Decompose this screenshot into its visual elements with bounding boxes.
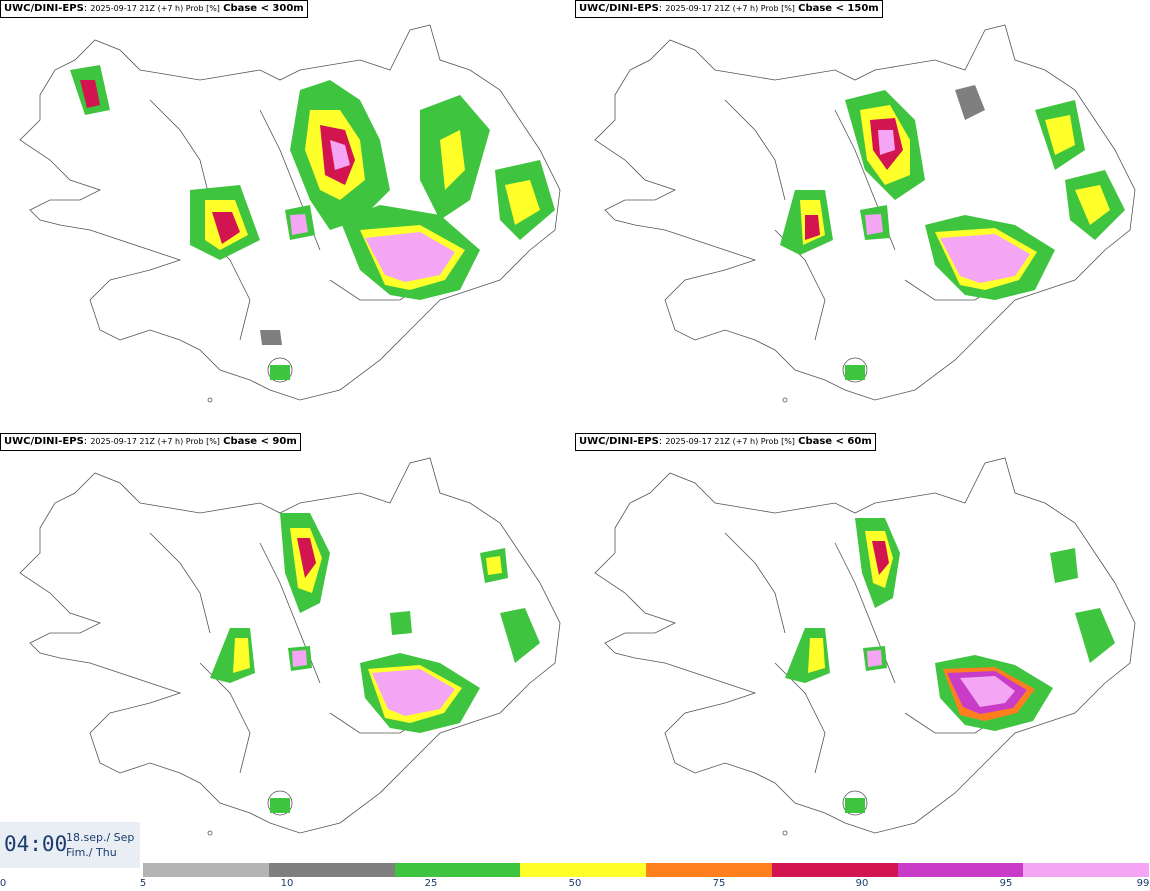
colorbar-tick-label: 5	[139, 878, 147, 889]
panel-title: UWC/DINI-EPS: 2025-09-17 21Z (+7 h) Prob…	[0, 0, 308, 18]
colorbar-segment	[1023, 863, 1149, 877]
map-300	[19, 24, 561, 403]
map-90	[19, 457, 561, 836]
colorbar-segment	[520, 863, 646, 877]
valid-time: 04:00	[4, 832, 68, 856]
panel-cbase-90: UWC/DINI-EPS: 2025-09-17 21Z (+7 h) Prob…	[0, 433, 575, 866]
map-150	[594, 24, 1136, 403]
colorbar-tick-label: 99	[1136, 878, 1150, 889]
map-60	[594, 457, 1136, 836]
valid-date: 18.sep./ Sep Fim./ Thu	[66, 830, 134, 860]
colorbar-tick-label: 0	[0, 878, 7, 889]
colorbar-tick-label: 50	[568, 878, 582, 889]
colorbar-tick-label: 25	[424, 878, 438, 889]
valid-time-box: 04:00 18.sep./ Sep Fim./ Thu	[0, 822, 140, 868]
panel-cbase-150: UWC/DINI-EPS: 2025-09-17 21Z (+7 h) Prob…	[575, 0, 1150, 433]
colorbar-tick-label: 90	[855, 878, 869, 889]
colorbar-tick-label: 75	[712, 878, 726, 889]
colorbar	[143, 863, 1149, 877]
panel-title: UWC/DINI-EPS: 2025-09-17 21Z (+7 h) Prob…	[0, 433, 301, 451]
date-line-2: Fim./ Thu	[66, 846, 117, 859]
colorbar-tick-label: 10	[280, 878, 294, 889]
colorbar-tick-label: 95	[999, 878, 1013, 889]
panel-cbase-300: UWC/DINI-EPS: 2025-09-17 21Z (+7 h) Prob…	[0, 0, 575, 433]
colorbar-segment	[897, 863, 1024, 877]
colorbar-segment	[268, 863, 395, 877]
colorbar-segment	[143, 863, 269, 877]
colorbar-segment	[394, 863, 521, 877]
date-line-1: 18.sep./ Sep	[66, 831, 135, 844]
panel-title: UWC/DINI-EPS: 2025-09-17 21Z (+7 h) Prob…	[575, 433, 876, 451]
panel-title: UWC/DINI-EPS: 2025-09-17 21Z (+7 h) Prob…	[575, 0, 883, 18]
colorbar-segment	[646, 863, 772, 877]
colorbar-segment	[771, 863, 898, 877]
panel-cbase-60: UWC/DINI-EPS: 2025-09-17 21Z (+7 h) Prob…	[575, 433, 1150, 866]
